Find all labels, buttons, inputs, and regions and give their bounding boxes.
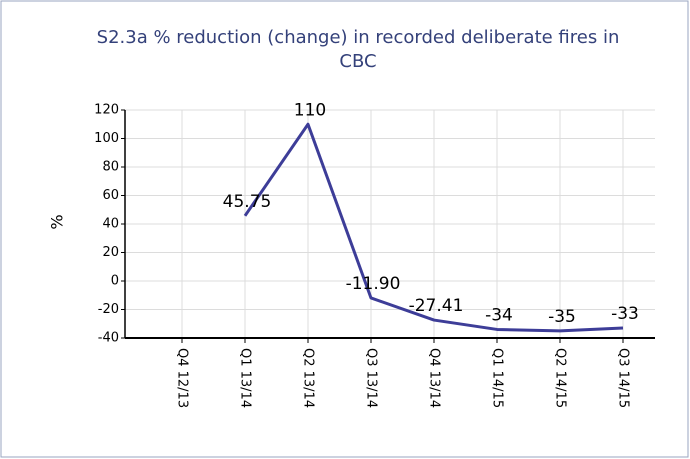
- y-tick-label: 0: [111, 274, 119, 289]
- y-tick-label: 120: [94, 103, 119, 118]
- data-label: -27.41: [409, 296, 464, 316]
- data-label: 45.75: [223, 192, 272, 212]
- y-tick-label: 80: [102, 160, 119, 175]
- y-tick-label: 40: [102, 217, 119, 232]
- x-tick-label: Q4 12/13: [175, 348, 190, 408]
- data-label: -35: [548, 307, 576, 327]
- data-label: -33: [611, 304, 639, 324]
- y-tick-label: 20: [102, 245, 119, 260]
- x-tick-label: Q1 14/15: [490, 348, 505, 408]
- x-tick-label: Q2 14/15: [553, 348, 568, 408]
- y-tick-label: 100: [94, 131, 119, 146]
- data-label: -34: [485, 305, 513, 325]
- data-label: -11.90: [346, 274, 401, 294]
- y-tick-label: 60: [102, 188, 119, 203]
- data-label: 110: [294, 100, 326, 120]
- y-tick-label: -20: [98, 302, 119, 317]
- y-tick-label: -40: [98, 331, 119, 346]
- y-axis-label: %: [48, 214, 67, 229]
- x-tick-label: Q3 14/15: [616, 348, 631, 408]
- chart-title: S2.3a % reduction (change) in recorded d…: [97, 27, 620, 72]
- x-tick-label: Q3 13/14: [364, 348, 379, 408]
- x-tick-label: Q2 13/14: [301, 348, 316, 408]
- data-line: [243, 122, 624, 333]
- x-tick-label: Q1 13/14: [238, 348, 253, 408]
- x-tick-label: Q4 13/14: [427, 348, 442, 408]
